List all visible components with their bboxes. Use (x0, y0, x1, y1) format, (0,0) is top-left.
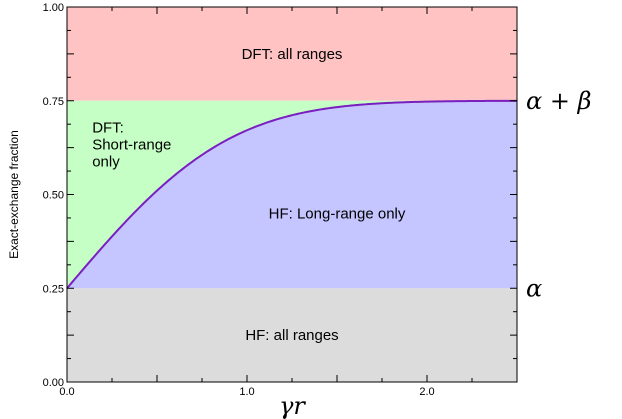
tick-labels: 0.0 1.0 2.0 0.00 0.25 0.50 0.75 1.00 (43, 2, 435, 398)
x-tick-label: 1.0 (239, 386, 254, 398)
exchange-fraction-curve (66, 99, 517, 289)
region-label-dft-short-range: DFT: Short-range only (92, 120, 171, 171)
x-tick-label: 2.0 (419, 386, 434, 398)
annotation-0: α + β (526, 87, 591, 115)
tick-marks (66, 6, 518, 383)
y-tick-label: 0.00 (43, 377, 64, 389)
annotation-1: α (526, 274, 542, 302)
region-label-hf-long-range: HF: Long-range only (269, 205, 406, 222)
x-axis-label: γr (279, 392, 306, 419)
region-dft-short-range (67, 100, 517, 289)
region-labels: DFT: all ranges DFT: Short-range only HF: Lo… (92, 46, 406, 344)
y-tick-label: 0.50 (43, 190, 64, 202)
curve-layer (66, 99, 517, 289)
plot-regions (67, 7, 517, 382)
y-axis-label: Exact-exchange fraction (7, 130, 21, 259)
right-annotations: α + β α (526, 87, 591, 303)
region-label-hf-all-ranges: HF: all ranges (245, 327, 338, 344)
y-tick-label: 0.75 (43, 96, 64, 108)
region-dft-all-ranges (67, 7, 517, 101)
region-label-dft-all-ranges: DFT: all ranges (242, 46, 343, 63)
y-tick-label: 1.00 (43, 2, 64, 14)
region-hf-all-ranges (67, 288, 517, 382)
x-tick-label: 0.0 (59, 386, 74, 398)
region-hf-long-range (67, 100, 517, 289)
y-tick-label: 0.25 (43, 283, 64, 295)
